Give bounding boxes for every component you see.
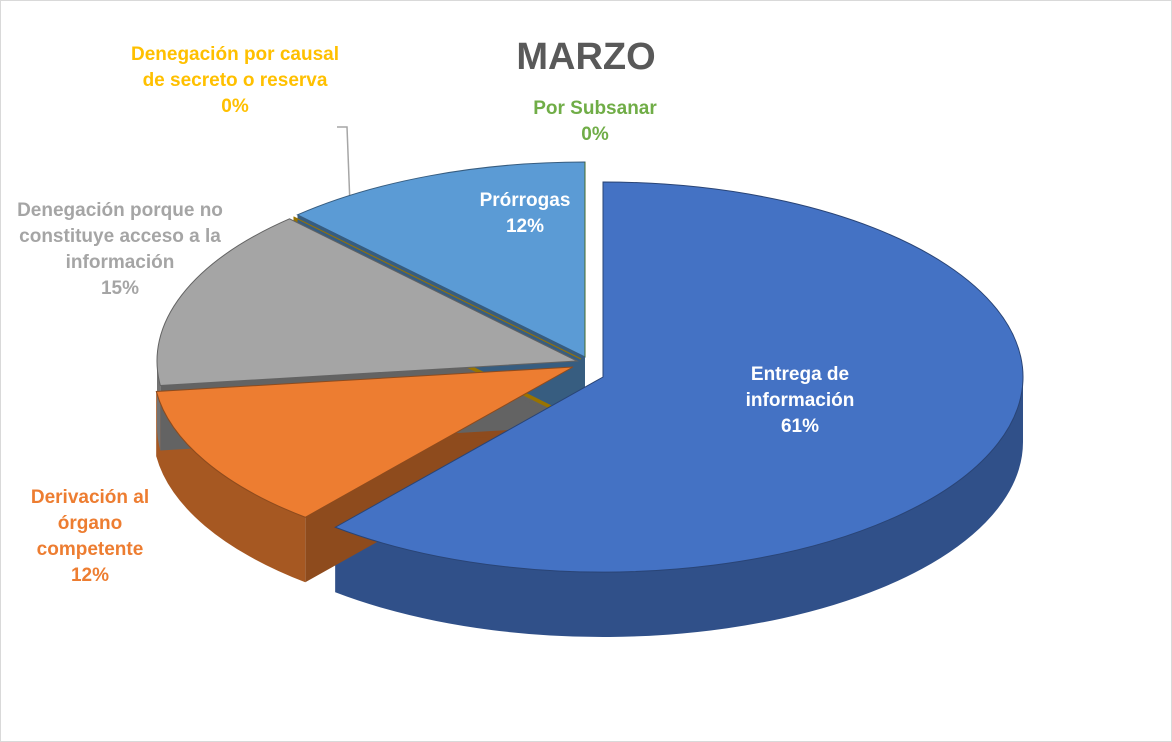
category-label: Derivación al órgano competente [30,487,150,560]
slice [156,218,579,386]
category-label: Denegación porque no constituye acceso a… [17,200,223,273]
value-label: 15% [100,278,140,299]
slice [296,161,586,358]
chart-title: MARZO [516,36,656,78]
category-label: Denegación por causal de secreto o reser… [130,44,339,91]
value-label: 61% [780,416,820,437]
data-label: Denegación por causal de secreto o reser… [130,42,340,120]
slice-side [156,391,306,583]
data-label: Derivación al órgano competente 12% [5,485,175,589]
data-label: Entrega de información 61% [710,362,890,440]
slice-tops [155,161,1024,573]
data-label: Por Subsanar 0% [480,96,710,148]
data-label: Denegación porque no constituye acceso a… [10,198,230,302]
slice [155,366,574,518]
value-label: 0% [581,124,609,145]
category-label: Prórrogas [479,190,571,211]
leader-line [337,126,351,206]
value-label: 12% [70,565,110,586]
category-label: Entrega de información [745,364,855,411]
value-label: 12% [505,216,545,237]
value-label: 0% [221,96,249,117]
data-label: Prórrogas 12% [410,188,640,240]
slice [334,181,1024,573]
category-label: Por Subsanar [533,98,657,119]
slice-side [335,377,1023,638]
